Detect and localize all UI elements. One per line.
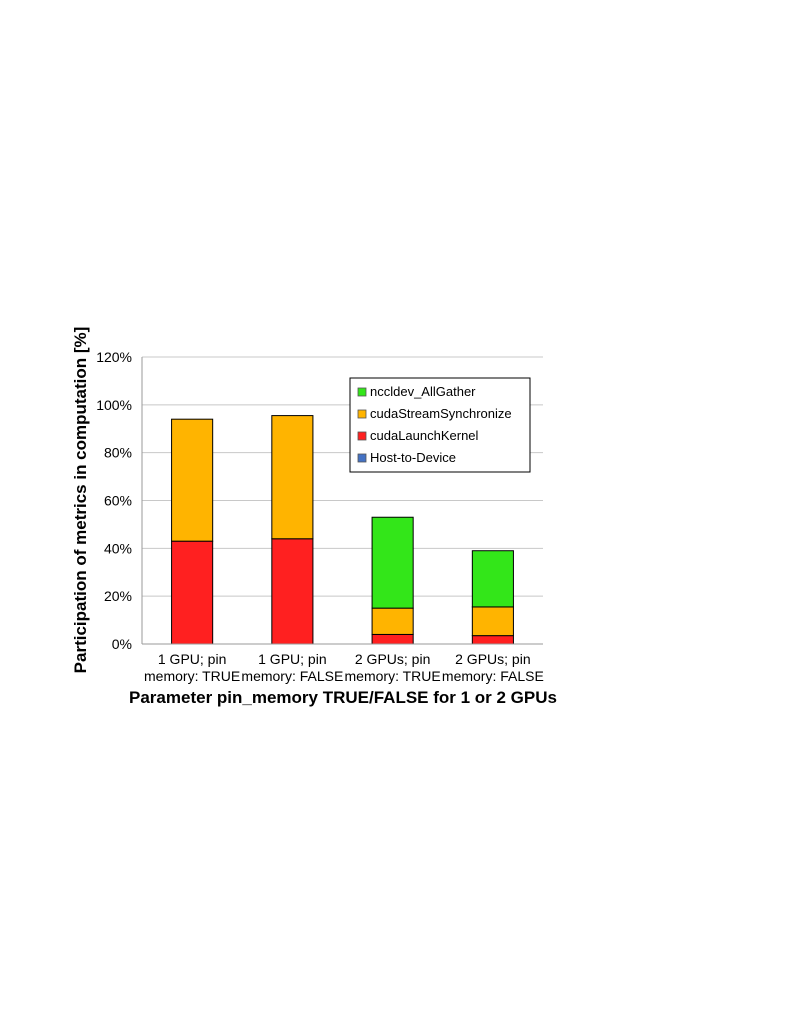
y-tick-label: 60% [104, 493, 132, 509]
legend-box [349, 377, 531, 473]
y-tick-label: 120% [96, 349, 132, 365]
bar-segment [271, 415, 314, 540]
legend-swatch [357, 387, 367, 397]
x-axis-title: Parameter pin_memory TRUE/FALSE for 1 or… [129, 688, 557, 707]
bar-segment [371, 516, 414, 609]
bars [171, 415, 514, 645]
x-tick-label: memory: FALSE [442, 668, 544, 684]
x-tick-label: 2 GPUs; pin [455, 651, 530, 667]
legend: nccldev_AllGather cudaStreamSynchronize cu… [349, 377, 531, 473]
legend-swatch [357, 409, 367, 419]
bar-segment [171, 418, 214, 542]
x-tick-label: 1 GPU; pin [158, 651, 226, 667]
bar-segment [471, 606, 514, 637]
legend-label: cudaLaunchKernel [370, 428, 479, 443]
bar-segment [171, 540, 214, 645]
y-tick-label: 20% [104, 588, 132, 604]
x-tick-label: memory: TRUE [144, 668, 240, 684]
y-axis-title: Participation of metrics in computation … [71, 327, 90, 674]
legend-label: nccldev_AllGather [370, 384, 476, 399]
legend-swatch [357, 431, 367, 441]
legend-swatch [357, 453, 367, 463]
bar-segment [371, 607, 414, 635]
x-tick-label: 1 GPU; pin [258, 651, 326, 667]
x-tick-label: memory: TRUE [345, 668, 441, 684]
bar-segment [271, 538, 314, 645]
y-tick-label: 100% [96, 397, 132, 413]
y-tick-label: 40% [104, 540, 132, 556]
legend-label: cudaStreamSynchronize [370, 406, 512, 421]
y-tick-label: 80% [104, 445, 132, 461]
axes: 0%20%40%60%80%100%120%1 GPU; pinmemory: … [96, 349, 544, 684]
bar-segment [371, 633, 414, 645]
y-tick-label: 0% [112, 636, 132, 652]
bar-segment [471, 550, 514, 608]
x-tick-label: memory: FALSE [241, 668, 343, 684]
bar-segment [471, 635, 514, 645]
legend-label: Host-to-Device [370, 450, 456, 465]
x-tick-label: 2 GPUs; pin [355, 651, 430, 667]
